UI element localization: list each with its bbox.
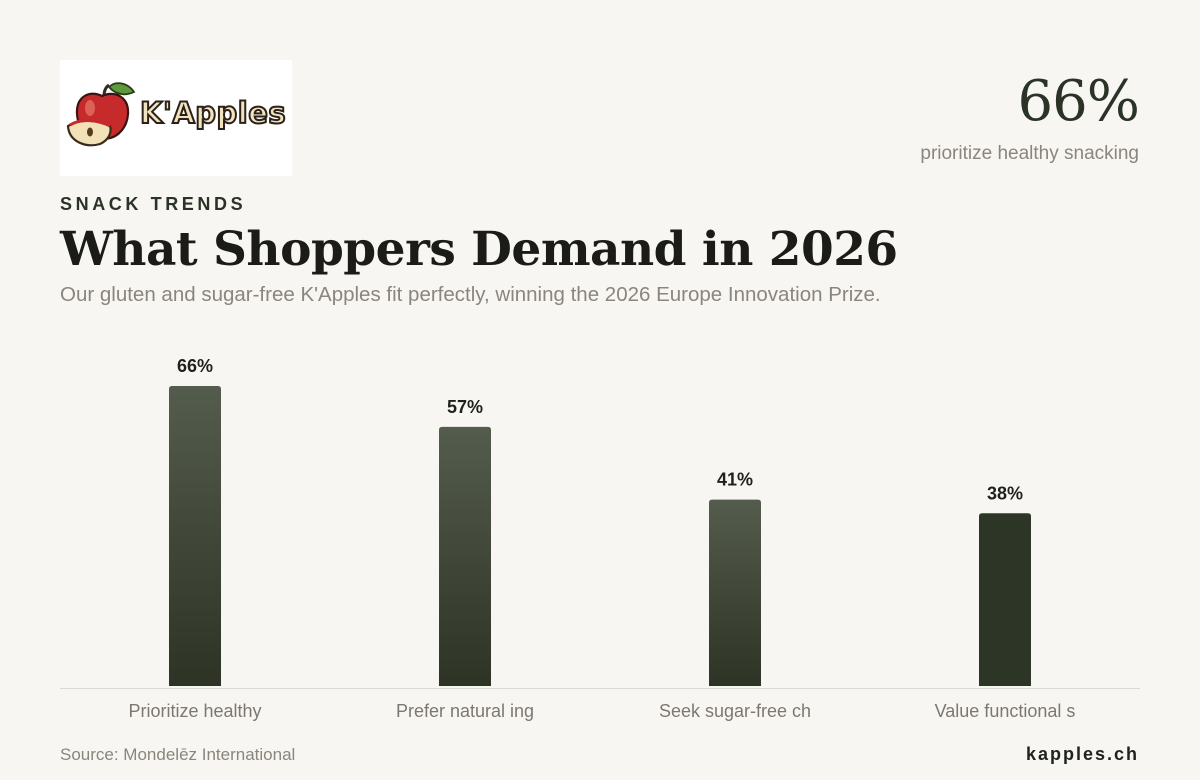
- x-tick-label-4: Value functional s: [935, 701, 1076, 721]
- bar-value-label-1: 66%: [177, 356, 213, 376]
- x-tick-label-3: Seek sugar-free ch: [659, 701, 811, 721]
- bar-1: [169, 386, 221, 686]
- apple-logo-icon: [66, 82, 136, 147]
- x-tick-label-2: Prefer natural ing: [396, 701, 534, 721]
- page-title: What Shoppers Demand in 2026: [60, 222, 898, 277]
- bar-value-label-2: 57%: [447, 397, 483, 417]
- page-subtitle: Our gluten and sugar-free K'Apples fit p…: [60, 283, 881, 306]
- bar-2: [439, 426, 491, 686]
- bar-value-label-3: 41%: [717, 470, 753, 490]
- headline-stat-value: 66%: [1017, 69, 1140, 134]
- brand-logo: K'Apples: [60, 60, 292, 176]
- logo-wordmark: K'Apples: [139, 95, 287, 131]
- source-note: Source: Mondelēz International: [60, 745, 296, 764]
- eyebrow-label: SNACK TRENDS: [60, 194, 247, 214]
- bar-3: [709, 499, 761, 686]
- bar-value-label-4: 38%: [987, 483, 1023, 503]
- x-tick-label-1: Prioritize healthy: [128, 701, 261, 721]
- site-link[interactable]: kapples.ch: [1025, 744, 1139, 764]
- bar-4: [979, 513, 1031, 686]
- headline-stat-caption: prioritize healthy snacking: [920, 143, 1139, 164]
